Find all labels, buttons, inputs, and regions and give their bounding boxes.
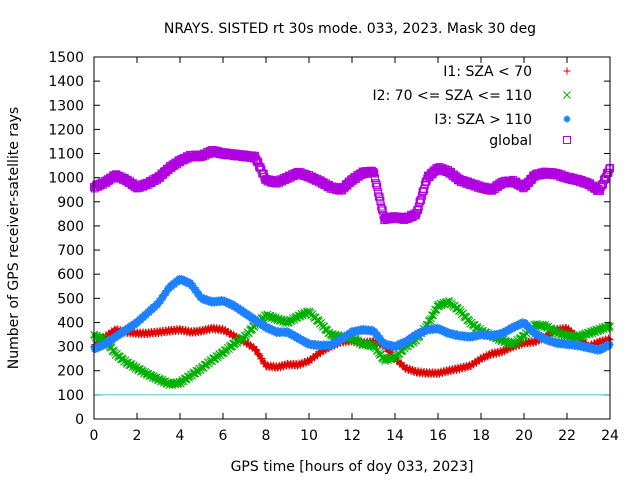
x-tick-label: 12 bbox=[343, 428, 361, 444]
series-3 bbox=[90, 274, 614, 355]
y-tick-label: 1000 bbox=[48, 171, 84, 187]
x-tick-label: 18 bbox=[472, 428, 490, 444]
chart-title: NRAYS. SISTED rt 30s mode. 033, 2023. Ma… bbox=[164, 21, 536, 37]
y-tick-label: 600 bbox=[57, 267, 84, 283]
data-point bbox=[605, 165, 614, 174]
y-tick-label: 1400 bbox=[48, 74, 84, 90]
x-tick-label: 20 bbox=[515, 428, 533, 444]
series-4 bbox=[90, 145, 614, 225]
x-tick-label: 16 bbox=[429, 428, 447, 444]
data-point bbox=[372, 180, 381, 189]
data-point bbox=[605, 323, 614, 332]
data-point bbox=[371, 174, 380, 183]
data-point bbox=[604, 322, 613, 330]
data-point bbox=[373, 183, 382, 192]
x-tick-label: 6 bbox=[219, 428, 228, 444]
legend-label: I3: SZA > 110 bbox=[434, 112, 532, 128]
y-tick-label: 500 bbox=[57, 291, 84, 307]
x-axis-label: GPS time [hours of doy 033, 2023] bbox=[231, 459, 474, 475]
legend-label: I2: 70 <= SZA <= 110 bbox=[372, 88, 532, 104]
data-point bbox=[369, 167, 378, 176]
data-point bbox=[374, 192, 383, 201]
data-point bbox=[415, 198, 424, 207]
data-point bbox=[426, 316, 435, 325]
legend-label: global bbox=[489, 133, 532, 149]
data-point bbox=[377, 202, 386, 211]
x-tick-label: 4 bbox=[176, 428, 185, 444]
x-tick-label: 24 bbox=[601, 428, 619, 444]
y-tick-label: 800 bbox=[57, 219, 84, 235]
series-layer bbox=[90, 145, 614, 390]
y-tick-label: 200 bbox=[57, 364, 84, 380]
y-tick-label: 1500 bbox=[48, 50, 84, 66]
y-tick-label: 1200 bbox=[48, 122, 84, 138]
data-point bbox=[254, 351, 262, 359]
x-tick-label: 2 bbox=[133, 428, 142, 444]
data-point bbox=[420, 185, 429, 194]
y-axis-label: Number of GPS receiver-satellite rays bbox=[6, 107, 22, 369]
legend-label: I1: SZA < 70 bbox=[443, 64, 532, 80]
x-tick-label: 14 bbox=[386, 428, 404, 444]
data-point bbox=[371, 342, 379, 350]
data-point bbox=[411, 211, 420, 220]
data-point bbox=[604, 334, 612, 342]
legend: I1: SZA < 70 I2: 70 <= SZA <= 110 I3: SZA … bbox=[372, 64, 571, 149]
legend-marker bbox=[563, 136, 571, 144]
x-tick-label: 10 bbox=[300, 428, 318, 444]
data-point bbox=[258, 354, 266, 362]
x-tick-label: 22 bbox=[558, 428, 576, 444]
y-tick-label: 300 bbox=[57, 340, 84, 356]
y-tick-label: 1300 bbox=[48, 98, 84, 114]
data-point bbox=[374, 346, 382, 355]
data-point bbox=[370, 169, 379, 178]
y-tick-labels: 0 100 200 300 400 500 600 700 800 900 1000 1100 1200… bbox=[48, 50, 84, 428]
axis-ticks bbox=[93, 56, 611, 420]
x-tick-label: 8 bbox=[262, 428, 271, 444]
data-point bbox=[419, 187, 428, 196]
data-point bbox=[417, 195, 426, 204]
y-tick-label: 700 bbox=[57, 243, 84, 259]
y-tick-label: 400 bbox=[57, 315, 84, 331]
legend-marker bbox=[563, 67, 571, 75]
legend-marker bbox=[563, 115, 571, 123]
data-point bbox=[429, 311, 438, 320]
y-tick-label: 0 bbox=[75, 412, 84, 428]
data-point bbox=[376, 197, 385, 206]
data-point bbox=[416, 196, 425, 205]
y-tick-label: 900 bbox=[57, 195, 84, 211]
legend-marker bbox=[563, 91, 571, 99]
x-tick-labels: 0 2 4 6 8 10 12 14 16 18 20 22 24 bbox=[90, 428, 619, 444]
y-tick-label: 1100 bbox=[48, 147, 84, 163]
plot-frame bbox=[93, 56, 611, 420]
y-tick-label: 100 bbox=[57, 388, 84, 404]
x-tick-label: 0 bbox=[90, 428, 99, 444]
data-point bbox=[252, 345, 260, 353]
data-point bbox=[377, 205, 386, 214]
